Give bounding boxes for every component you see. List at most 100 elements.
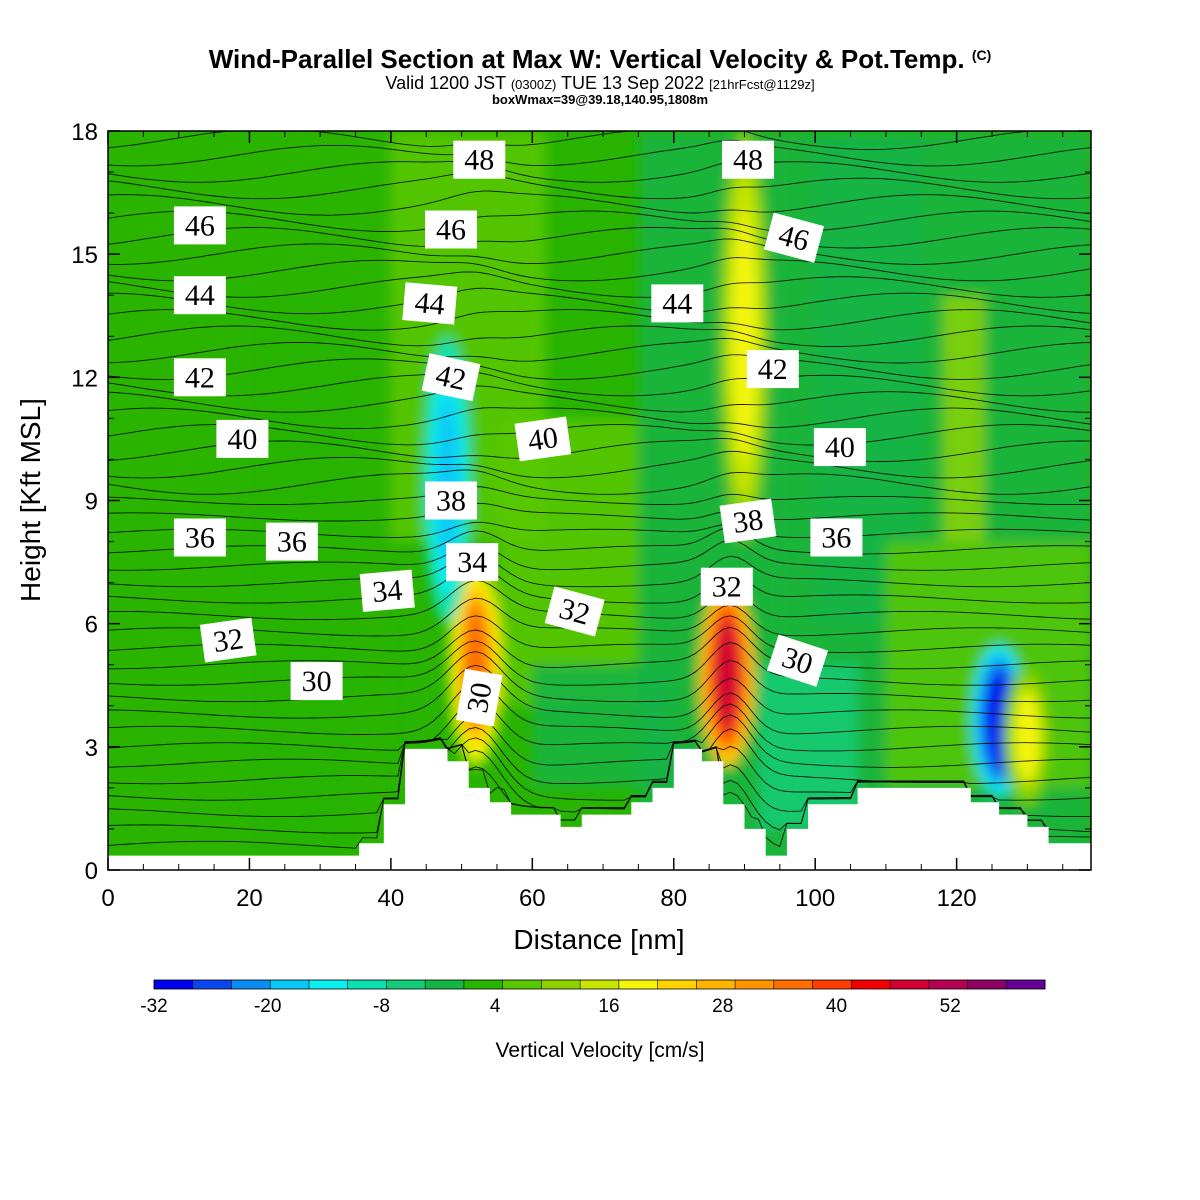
colorbar-swatch — [270, 980, 310, 989]
isentrope-label-box — [216, 419, 269, 458]
colorbar-swatch — [1006, 980, 1046, 989]
isentrope-line — [108, 651, 1091, 703]
x-tick-label: 20 — [236, 885, 263, 912]
isentrope-line — [108, 486, 1091, 506]
isentrope-label-text: 44 — [662, 287, 692, 320]
colorbar-swatch — [618, 980, 659, 989]
isentrope-label-box — [173, 518, 226, 557]
isentrope-line — [108, 287, 1091, 315]
colorbar-tick-label: 4 — [490, 996, 501, 1017]
isentrope-label-text: 30 — [461, 680, 499, 715]
velocity-cell — [714, 619, 739, 731]
isentrope-line — [108, 190, 1091, 216]
colorbar-swatch — [386, 980, 426, 989]
isentrope-label-text: 36 — [821, 522, 851, 555]
colorbar-swatch — [580, 980, 620, 989]
isentrope-label: 32 — [199, 617, 257, 663]
isentrope-label-box — [722, 140, 774, 179]
isentrope-label-box — [810, 518, 863, 557]
y-tick-label: 15 — [71, 242, 98, 269]
isentrope-line — [108, 139, 1091, 167]
isentrope-label: 46 — [425, 210, 477, 249]
isentrope-label-text: 44 — [413, 286, 446, 321]
isentrope-label-text: 42 — [185, 361, 215, 394]
isentrope-label-text: 32 — [712, 571, 742, 604]
colorbar-swatch — [154, 980, 194, 989]
isentrope-label: 38 — [719, 498, 777, 544]
isentrope-label: 36 — [810, 518, 863, 557]
subtitle-part: (0300Z) — [510, 77, 557, 92]
colorbar-swatch — [967, 980, 1007, 989]
isentrope-label-text: 48 — [464, 144, 494, 177]
colorbar-tick-label: 16 — [598, 996, 619, 1017]
isentrope-label-box — [456, 668, 503, 727]
colorbar-swatch — [463, 980, 504, 989]
isentrope-label-box — [746, 350, 799, 389]
isentrope-line — [108, 371, 1091, 397]
isentrope-label-box — [290, 662, 343, 701]
colorbar: -32 -20 -8 4 16 28 40 52 — [140, 979, 1046, 1017]
subtitle-part: [21hrFcst@1129z] — [709, 77, 815, 92]
isentrope-line — [108, 553, 1091, 588]
colorbar-tick-label: -20 — [254, 996, 281, 1017]
x-tick-label: 60 — [519, 885, 546, 912]
isentrope-label: 42 — [746, 350, 799, 389]
isentrope-line — [108, 160, 1091, 183]
isentrope-label-box — [425, 481, 477, 520]
isentrope-label: 48 — [453, 140, 506, 179]
isentrope-labels: 30 30 30 32 32 32 34 34 36 36 36 38 38 40 40 40 42 42 42 44… — [173, 140, 866, 727]
isentrope-line — [108, 385, 1091, 413]
isentrope-line — [108, 737, 1091, 818]
colorbar-swatch — [425, 980, 465, 989]
colorbar-swatch — [231, 980, 271, 989]
isentrope-label: 30 — [766, 634, 829, 687]
isentrope-label-box — [173, 276, 226, 315]
x-tick-label: 120 — [937, 885, 977, 912]
isentrope-label-box — [173, 206, 226, 245]
isentrope-label-text: 48 — [733, 144, 763, 177]
isentrope-label-text: 40 — [825, 431, 855, 464]
x-tick-label: 40 — [378, 885, 405, 912]
isentrope-label-text: 36 — [185, 522, 215, 555]
isentrope-line — [108, 682, 1091, 735]
field-band — [942, 295, 985, 542]
isentrope-line — [108, 131, 1034, 150]
isentrope-label-text: 32 — [211, 622, 245, 659]
field-band — [496, 418, 639, 706]
isentrope-label-box — [453, 140, 506, 179]
isentrope-label-text: 42 — [758, 353, 788, 386]
isentrope-line — [108, 640, 1091, 686]
isentrope-lines — [108, 131, 1091, 849]
colorbar-swatch — [347, 980, 387, 989]
isentrope-label: 42 — [173, 358, 226, 397]
isentrope-label: 30 — [290, 662, 343, 701]
velocity-cell — [1016, 693, 1039, 780]
colorbar-swatch — [502, 980, 542, 989]
isentrope-label-text: 46 — [436, 214, 466, 247]
isentrope-line — [108, 227, 1091, 249]
colorbar-swatch — [851, 980, 891, 989]
chart-title: Wind-Parallel Section at Max W: Vertical… — [208, 44, 992, 74]
isentrope-label-box — [402, 282, 458, 325]
isentrope-label-box — [265, 522, 318, 561]
isentrope-label-box — [651, 284, 704, 323]
x-tick-label: 0 — [101, 885, 114, 912]
isentrope-label-box — [813, 428, 866, 467]
isentrope-label-box — [514, 416, 572, 462]
isentrope-line — [108, 172, 1091, 200]
isentrope-label: 40 — [216, 419, 269, 458]
isentrope-line — [108, 354, 1091, 380]
colorbar-swatch — [735, 980, 775, 989]
isentrope-label-text: 38 — [436, 485, 466, 518]
isentrope-line — [108, 337, 1091, 364]
isentrope-line — [108, 700, 1091, 752]
isentrope-label-text: 34 — [457, 546, 487, 579]
colorbar-swatch — [541, 980, 581, 989]
isentrope-label: 44 — [651, 284, 704, 323]
isentrope-label: 34 — [446, 543, 499, 582]
isentrope-label-box — [766, 634, 829, 687]
colorbar-tick-label: -8 — [373, 996, 390, 1017]
plot-area — [108, 131, 1091, 870]
terrain — [108, 748, 1091, 870]
